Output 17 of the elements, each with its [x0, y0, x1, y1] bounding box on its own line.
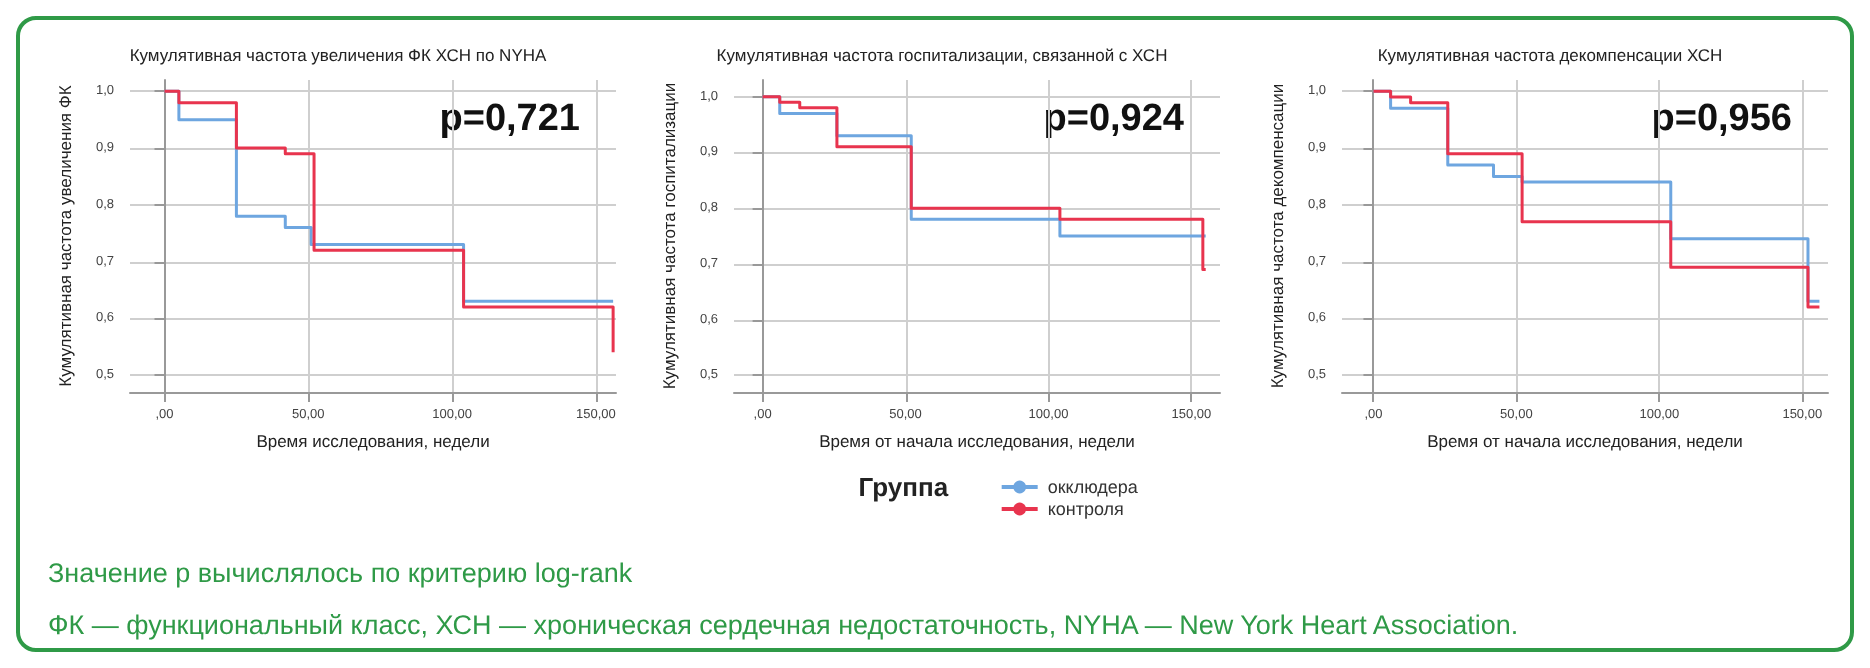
y-axis-title: Кумулятивная частота декомпенсации: [1267, 83, 1287, 389]
annotation: p=0,721: [439, 98, 581, 140]
chart-title: Кумулятивная частота увеличения ФК ХСН по NYHA: [129, 45, 547, 65]
annotation: p=0,924: [1043, 98, 1185, 140]
y-axis-title: Кумулятивная частота увеличения ФК: [55, 85, 75, 387]
legend-label: окклюдера: [1047, 477, 1138, 497]
text: Значение р вычислялось по критерию log-rank: [48, 556, 635, 592]
x-axis-title: Время от начала исследования, недели: [819, 431, 1136, 451]
legend-label: контроля: [1047, 499, 1125, 519]
x-axis-title: Время от начала исследования, недели: [1427, 431, 1744, 451]
x-axis-title: Время исследования, недели: [256, 431, 491, 451]
chart-title: Кумулятивная частота госпитализации, связанной с ХСН: [716, 45, 1168, 65]
legend-title: Группа: [858, 472, 950, 502]
chart-title: Кумулятивная частота декомпенсации ХСН: [1377, 45, 1723, 65]
y-axis-title: Кумулятивная частота госпитализации: [659, 82, 679, 390]
text: ФК — функциональный класс, ХСН — хроническая сердечная недостаточность, NYHA — New York Heart Association.: [48, 608, 1521, 644]
annotation: p=0,956: [1651, 98, 1792, 140]
